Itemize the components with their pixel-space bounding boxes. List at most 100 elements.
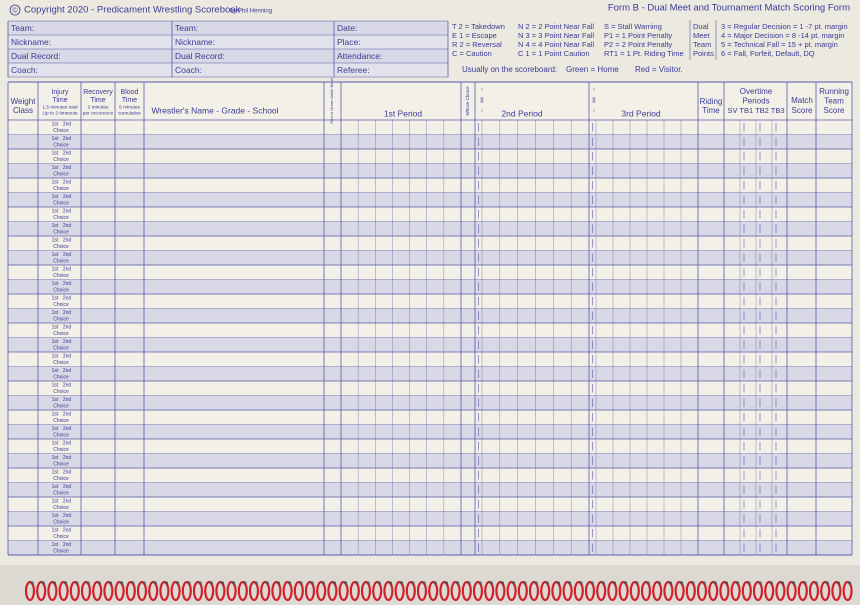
- spiral-coil: [450, 580, 461, 602]
- team-points-title: Team: [693, 40, 711, 49]
- choice-word: Choice: [53, 142, 69, 148]
- spiral-coil: [215, 580, 226, 602]
- choice-second: 2nd: [63, 121, 72, 127]
- header-note: per occurence: [83, 110, 114, 116]
- binding-hole: [388, 581, 392, 585]
- spiral-coil: [170, 580, 181, 602]
- spiral-coil: [181, 580, 192, 602]
- choice-first: 1st: [52, 440, 59, 446]
- spiral-coil: [764, 580, 775, 602]
- choice-word: Choice: [53, 447, 69, 453]
- shaded-row: [8, 540, 852, 555]
- binding-hole: [321, 581, 325, 585]
- header: Match: [791, 96, 813, 105]
- info-field: Dual Record:: [11, 51, 61, 61]
- choice-second: 2nd: [63, 136, 72, 142]
- spiral-coil: [47, 580, 58, 602]
- binding-hole: [780, 581, 785, 585]
- spiral-coil: [282, 580, 293, 602]
- spiral-coil: [573, 580, 584, 602]
- scoreboard-home: Green = Home: [566, 65, 619, 74]
- header-arrow: ||: [592, 97, 596, 104]
- binding-hole: [400, 581, 404, 585]
- binding-hole: [500, 581, 504, 585]
- binding-hole: [97, 581, 101, 585]
- binding-hole: [601, 581, 605, 585]
- choice-first: 1st: [52, 498, 59, 504]
- choice-second: 2nd: [63, 455, 72, 461]
- header-note: cumulative: [118, 110, 141, 116]
- choice-first: 1st: [52, 542, 59, 548]
- binding-hole: [736, 581, 740, 585]
- choice-second: 2nd: [63, 208, 72, 214]
- header-arrow: ↓: [592, 107, 595, 114]
- choice-first: 1st: [52, 513, 59, 519]
- binding-hole: [153, 581, 157, 585]
- team-points-item: 5 = Technical Fall = 15 + pt. margin: [721, 40, 838, 49]
- spiral-coil: [125, 580, 136, 602]
- binding-hole: [456, 581, 460, 585]
- choice-second: 2nd: [63, 150, 72, 156]
- code: P1 = 1 Point Penalty: [604, 31, 672, 40]
- shaded-row: [8, 482, 852, 497]
- binding-hole: [803, 581, 807, 585]
- binding-hole: [187, 581, 191, 585]
- header-vertical: Red or Green Ankle Band: [329, 78, 334, 124]
- spiral-coil: [260, 580, 271, 602]
- spiral-coil: [383, 580, 394, 602]
- team-points-title: Meet: [693, 31, 711, 40]
- binding-hole: [422, 581, 426, 585]
- spiral-coil: [820, 580, 831, 602]
- choice-word: Choice: [53, 548, 69, 554]
- header: SV TB1 TB2 TB3: [727, 106, 784, 115]
- choice-second: 2nd: [63, 368, 72, 374]
- spiral-coil: [36, 580, 47, 602]
- header-arrow: ↓: [480, 107, 483, 114]
- info-field: Team:: [11, 23, 34, 33]
- spiral-coil: [416, 580, 428, 602]
- choice-second: 2nd: [63, 397, 72, 403]
- choice-word: Choice: [53, 229, 69, 235]
- spiral-coil: [663, 580, 674, 602]
- info-field: Team:: [175, 23, 198, 33]
- copyright: Copyright 2020 - Predicament Wrestling S…: [24, 5, 241, 16]
- spiral-coil: [439, 580, 450, 602]
- shaded-row: [8, 308, 852, 323]
- choice-first: 1st: [52, 353, 59, 359]
- binding-hole: [265, 581, 269, 585]
- header-vertical: Whose Choice: [465, 86, 470, 116]
- choice-second: 2nd: [63, 440, 72, 446]
- spiral-coil: [226, 580, 237, 602]
- header: Periods: [742, 97, 769, 106]
- code: C 1 = 1 Point Caution: [518, 49, 590, 58]
- binding-hole: [467, 581, 471, 585]
- spiral-coil: [562, 580, 573, 602]
- choice-first: 1st: [52, 382, 59, 388]
- choice-first: 1st: [52, 484, 59, 490]
- choice-first: 1st: [52, 165, 59, 171]
- shaded-row: [8, 511, 852, 526]
- choice-word: Choice: [53, 403, 69, 409]
- choice-word: Choice: [53, 418, 69, 424]
- team-points-item: 3 = Regular Decision = 1 -7 pt. margin: [721, 22, 848, 31]
- spiral-coil: [148, 580, 159, 602]
- shaded-row: [8, 163, 852, 178]
- choice-second: 2nd: [63, 266, 72, 272]
- binding-hole: [64, 581, 68, 585]
- spiral-coil: [58, 580, 69, 602]
- header: Class: [13, 106, 33, 115]
- binding-hole: [568, 581, 572, 585]
- binding-hole: [176, 581, 180, 585]
- info-field: Nickname:: [11, 37, 51, 47]
- choice-second: 2nd: [63, 310, 72, 316]
- binding-hole: [355, 581, 359, 585]
- choice-first: 1st: [52, 455, 59, 461]
- spiral-coil: [316, 580, 327, 602]
- header-arrow: ↑: [480, 87, 483, 94]
- spiral-coil: [540, 580, 551, 602]
- code: P2 = 2 Point Penalty: [604, 40, 672, 49]
- spiral-coil: [640, 580, 652, 602]
- choice-first: 1st: [52, 426, 59, 432]
- copyright-symbol: ©: [12, 6, 18, 14]
